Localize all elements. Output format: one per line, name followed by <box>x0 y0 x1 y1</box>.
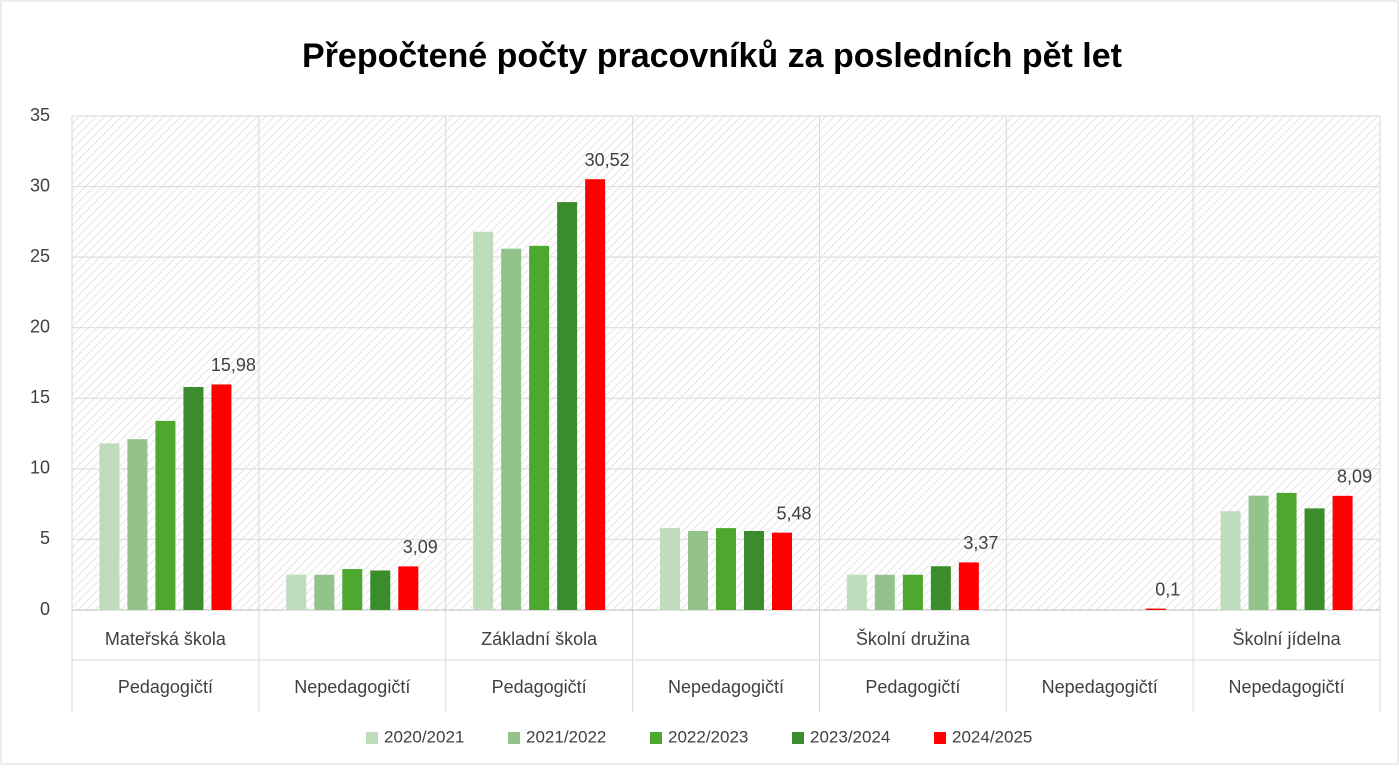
bar <box>370 570 391 610</box>
legend-label: 2022/2023 <box>668 727 748 746</box>
y-tick-label: 15 <box>30 387 50 407</box>
data-label: 15,98 <box>211 355 256 375</box>
bar <box>529 245 550 610</box>
bar <box>744 530 764 610</box>
bar <box>155 420 176 610</box>
bar <box>772 532 792 610</box>
x-group-label: Základní škola <box>481 629 598 649</box>
x-group-label: Mateřská škola <box>105 629 227 649</box>
bar <box>585 179 606 610</box>
x-tick-label: Nepedagogičtí <box>1229 677 1345 697</box>
bar <box>1332 495 1353 610</box>
x-tick-label: Pedagogičtí <box>492 677 587 697</box>
bar <box>211 384 232 610</box>
legend-swatch <box>934 732 946 744</box>
bar <box>557 202 578 610</box>
bar <box>501 248 522 610</box>
data-label: 3,37 <box>963 533 998 553</box>
bar <box>874 574 895 610</box>
y-tick-label: 10 <box>30 458 50 478</box>
bar <box>127 439 148 610</box>
y-tick-label: 35 <box>30 105 50 125</box>
bar <box>99 443 120 610</box>
x-tick-label: Nepedagogičtí <box>294 677 410 697</box>
data-label: 0,1 <box>1155 579 1180 599</box>
x-group-label: Školní družina <box>856 628 971 649</box>
bar <box>688 530 708 610</box>
data-label: 5,48 <box>776 503 811 523</box>
bar <box>846 574 867 610</box>
bar <box>342 569 363 610</box>
bar <box>1145 608 1166 610</box>
legend-swatch <box>650 732 662 744</box>
x-group-label: Školní jídelna <box>1233 628 1342 649</box>
bar <box>660 528 680 610</box>
legend-label: 2020/2021 <box>384 727 464 746</box>
y-tick-label: 30 <box>30 175 50 195</box>
legend-swatch <box>792 732 804 744</box>
y-tick-label: 20 <box>30 316 50 336</box>
bar <box>314 574 335 610</box>
bar <box>183 386 204 610</box>
bar <box>286 574 307 610</box>
chart-title: Přepočtené počty pracovníků za posledníc… <box>302 37 1122 75</box>
legend-swatch <box>366 732 378 744</box>
bar <box>716 528 736 610</box>
bar <box>1248 495 1269 610</box>
plot-area <box>72 116 1380 610</box>
x-tick-label: Nepedagogičtí <box>1042 677 1158 697</box>
legend-label: 2021/2022 <box>526 727 606 746</box>
bar <box>473 231 494 611</box>
bar <box>1276 492 1297 610</box>
bar <box>930 566 951 610</box>
y-tick-label: 25 <box>30 246 50 266</box>
legend-label: 2023/2024 <box>810 727 890 746</box>
bar <box>1220 511 1241 610</box>
legend-swatch <box>508 732 520 744</box>
data-label: 8,09 <box>1337 467 1372 487</box>
x-tick-label: Pedagogičtí <box>865 677 960 697</box>
data-label: 3,09 <box>403 537 438 557</box>
y-tick-label: 0 <box>40 599 50 619</box>
legend-label: 2024/2025 <box>952 727 1032 746</box>
x-tick-label: Nepedagogičtí <box>668 677 784 697</box>
x-tick-label: Pedagogičtí <box>118 677 213 697</box>
bar <box>958 562 979 610</box>
bar <box>1304 508 1325 610</box>
data-label: 30,52 <box>585 150 630 170</box>
bar <box>902 574 923 610</box>
y-tick-label: 5 <box>40 528 50 548</box>
bar <box>398 566 419 610</box>
